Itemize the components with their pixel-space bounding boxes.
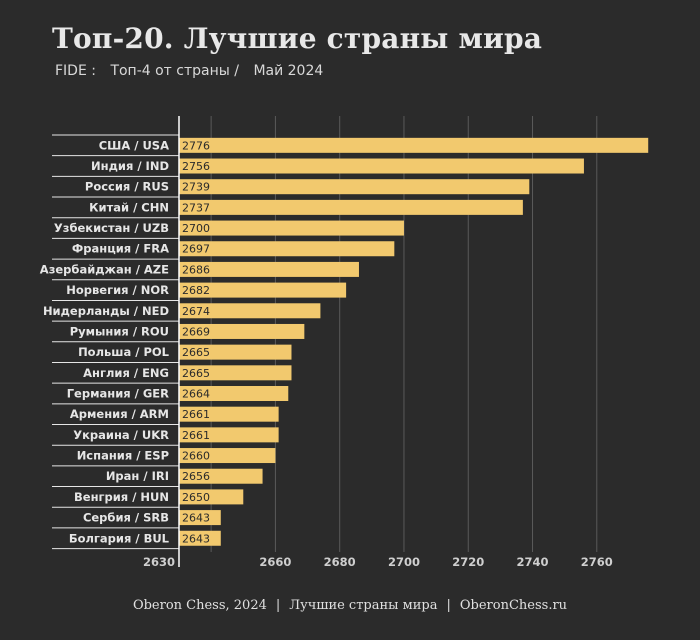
x-tick-label: 2760 — [581, 555, 613, 569]
bar — [179, 386, 289, 401]
bar-value-label: 2686 — [182, 263, 210, 276]
category-label: Китай / CHN — [89, 200, 169, 214]
category-label: Узбекистан / UZB — [54, 221, 169, 235]
bar-value-label: 2669 — [182, 325, 210, 338]
bar — [179, 489, 244, 505]
bar — [179, 199, 523, 215]
bar — [179, 468, 263, 484]
bar-value-label: 2661 — [182, 408, 210, 421]
category-label: Нидерланды / NED — [43, 304, 169, 318]
category-label: Норвегия / NOR — [66, 283, 169, 297]
bar — [179, 241, 395, 257]
bar-value-label: 2665 — [182, 346, 210, 359]
bar — [179, 510, 221, 526]
subtitle-scope: Топ-4 от страны / — [110, 63, 239, 79]
bar — [179, 530, 221, 546]
category-label: Франция / FRA — [72, 242, 169, 256]
bar-value-label: 2650 — [182, 491, 210, 504]
category-label: Польша / POL — [78, 345, 170, 359]
category-label: Украина / UKR — [73, 428, 169, 442]
bar — [179, 137, 649, 153]
category-label: США / USA — [99, 138, 169, 152]
bar-value-label: 2700 — [182, 222, 210, 235]
bar-value-label: 2737 — [182, 201, 210, 214]
x-tick-label: 2720 — [452, 555, 484, 569]
bar-value-label: 2656 — [182, 470, 210, 483]
x-tick-label: 2740 — [517, 555, 549, 569]
bar-value-label: 2682 — [182, 284, 210, 297]
bar-value-label: 2739 — [182, 181, 210, 194]
x-tick-label: 2630 — [143, 555, 175, 569]
category-label: Россия / RUS — [85, 180, 169, 194]
bar-value-label: 2776 — [182, 139, 210, 152]
category-label: Венгрия / HUN — [74, 490, 169, 504]
category-label: Германия / GER — [67, 387, 169, 401]
bar — [179, 365, 292, 381]
x-tick-label: 2660 — [259, 555, 291, 569]
bar — [179, 427, 279, 443]
footer-separator: | — [275, 598, 281, 613]
footer-separator: | — [446, 598, 451, 613]
category-label: Англия / ENG — [83, 366, 169, 380]
bar — [179, 261, 359, 277]
bar — [179, 406, 279, 422]
footer-website: OberonChess.ru — [459, 598, 568, 613]
subtitle-date: Май 2024 — [253, 63, 324, 79]
category-label: Болгария / BUL — [69, 531, 170, 545]
bar-value-label: 2665 — [182, 367, 210, 380]
category-label: Сербия / SRB — [83, 511, 169, 525]
category-label: Азербайджан / AZE — [40, 262, 169, 276]
bar-value-label: 2660 — [182, 450, 210, 463]
bar-value-label: 2643 — [182, 532, 210, 545]
bar-value-label: 2661 — [182, 429, 210, 442]
bar — [179, 220, 404, 236]
bar — [179, 282, 347, 298]
chart-title: Топ-20. Лучшие страны мира — [52, 22, 543, 55]
bar — [179, 158, 584, 174]
bar — [179, 303, 321, 319]
bar — [179, 448, 276, 464]
category-label: Испания / ESP — [77, 449, 169, 463]
bar-value-label: 2664 — [182, 388, 210, 401]
chart-subtitle: FIDE : Топ-4 от страны / Май 2024 — [55, 63, 333, 79]
bar — [179, 344, 292, 360]
x-tick-label: 2680 — [324, 555, 356, 569]
category-label: Индия / IND — [91, 159, 169, 173]
bar-value-label: 2674 — [182, 305, 210, 318]
bar-value-label: 2697 — [182, 243, 210, 256]
x-tick-label: 2700 — [388, 555, 420, 569]
category-label: Иран / IRI — [106, 469, 169, 483]
subtitle-source: FIDE : — [55, 63, 96, 79]
bar-value-label: 2756 — [182, 160, 210, 173]
category-label: Румыния / ROU — [70, 324, 169, 338]
footer-caption: Лучшие страны мира — [289, 598, 438, 613]
category-label: Армения / ARM — [70, 407, 169, 421]
bar — [179, 179, 530, 195]
bar-value-label: 2643 — [182, 512, 210, 525]
footer: Oberon Chess, 2024 | Лучшие страны мира | Ob… — [0, 598, 700, 613]
bar — [179, 323, 305, 339]
footer-brand: Oberon Chess, 2024 — [132, 598, 267, 613]
